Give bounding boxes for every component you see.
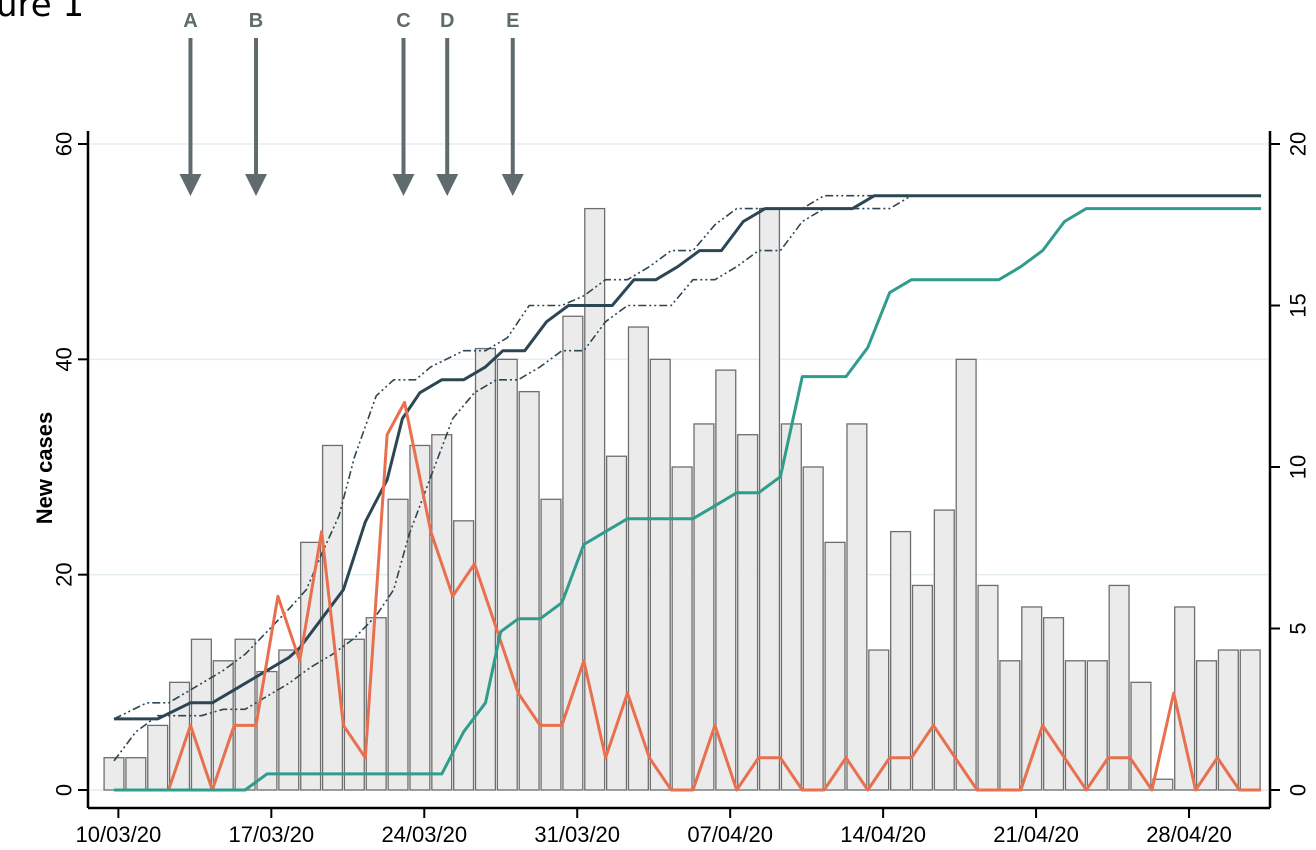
y2-tick-label: 20 bbox=[1286, 132, 1311, 156]
annotation-arrows: A B C D E bbox=[179, 10, 524, 196]
bar bbox=[1108, 584, 1130, 791]
bar bbox=[540, 498, 562, 791]
y-tick-label: 20 bbox=[52, 562, 77, 586]
bar bbox=[1195, 660, 1218, 791]
bar bbox=[605, 455, 628, 791]
arrow-head bbox=[392, 174, 415, 196]
arrow-label: D bbox=[440, 10, 454, 32]
bar bbox=[737, 434, 759, 791]
y2-tick-label: 5 bbox=[1286, 622, 1311, 634]
bar bbox=[103, 757, 125, 791]
y-tick-label: 0 bbox=[52, 784, 77, 796]
bar bbox=[431, 434, 453, 791]
figure-title: ure 1 bbox=[0, 0, 84, 25]
series-line bbox=[114, 207, 1262, 792]
x-tick-label: 10/03/20 bbox=[76, 822, 162, 847]
bar bbox=[1042, 617, 1065, 791]
bar bbox=[868, 649, 890, 791]
series-line bbox=[167, 400, 1262, 792]
y2-tick-label: 15 bbox=[1286, 293, 1311, 317]
bar bbox=[955, 358, 977, 791]
bar bbox=[671, 466, 693, 791]
bar bbox=[300, 541, 322, 791]
bar bbox=[190, 638, 212, 791]
bar bbox=[1064, 660, 1086, 791]
bar bbox=[824, 541, 846, 791]
arrow-head bbox=[436, 174, 459, 196]
bar bbox=[147, 724, 169, 791]
ticks: 0 20 40 60 0 5 10 15 20 10/03/20 17/03/20 24/03/20 3… bbox=[52, 132, 1311, 847]
y2-tick-label: 10 bbox=[1286, 455, 1311, 479]
y-tick-label: 40 bbox=[52, 347, 77, 371]
bar bbox=[649, 358, 671, 791]
bar bbox=[999, 660, 1021, 791]
bar bbox=[715, 369, 737, 791]
axes bbox=[86, 131, 1272, 810]
bar bbox=[627, 326, 649, 791]
bar bbox=[1239, 649, 1261, 791]
x-tick-label: 24/03/20 bbox=[381, 822, 467, 847]
bar bbox=[562, 315, 584, 791]
bar bbox=[278, 649, 300, 791]
bar bbox=[780, 423, 802, 791]
bar bbox=[1021, 606, 1043, 791]
x-tick-label: 28/04/20 bbox=[1146, 822, 1232, 847]
arrow-label: A bbox=[183, 10, 197, 32]
bar bbox=[496, 358, 518, 791]
bar bbox=[212, 660, 234, 791]
bar bbox=[1130, 681, 1152, 791]
series-line bbox=[113, 194, 1262, 720]
y2-tick-label: 0 bbox=[1286, 784, 1311, 796]
arrow-head bbox=[501, 174, 524, 196]
bar bbox=[1217, 649, 1239, 791]
bar bbox=[409, 444, 431, 791]
arrow-label: C bbox=[396, 10, 410, 32]
bars bbox=[103, 207, 1261, 791]
x-tick-label: 31/03/20 bbox=[534, 822, 620, 847]
bar bbox=[234, 638, 256, 791]
x-tick-label: 14/04/20 bbox=[840, 822, 926, 847]
bar bbox=[474, 347, 497, 791]
arrow-label: E bbox=[506, 10, 519, 32]
bar bbox=[343, 638, 365, 791]
bar bbox=[758, 207, 781, 791]
bar bbox=[1174, 606, 1196, 791]
arrow-label: B bbox=[249, 10, 263, 32]
bar bbox=[1152, 778, 1174, 791]
x-tick-label: 17/03/20 bbox=[228, 822, 314, 847]
bar bbox=[1086, 660, 1108, 791]
bar bbox=[125, 757, 147, 791]
bar bbox=[584, 207, 606, 791]
bar bbox=[802, 466, 824, 791]
arrow-head bbox=[179, 174, 202, 196]
arrow-head bbox=[245, 174, 268, 196]
y-axis-label: New cases bbox=[32, 412, 57, 525]
bar bbox=[933, 509, 955, 791]
x-tick-label: 21/04/20 bbox=[993, 822, 1079, 847]
series-lines bbox=[113, 194, 1262, 792]
x-tick-label: 07/04/20 bbox=[687, 822, 773, 847]
bar bbox=[890, 530, 912, 791]
bar bbox=[453, 520, 475, 791]
bar bbox=[256, 670, 278, 791]
bar bbox=[387, 498, 409, 791]
bar bbox=[911, 584, 934, 791]
bar bbox=[977, 584, 999, 791]
bar bbox=[846, 423, 868, 791]
y-tick-label: 60 bbox=[52, 132, 77, 156]
bar bbox=[518, 390, 540, 791]
